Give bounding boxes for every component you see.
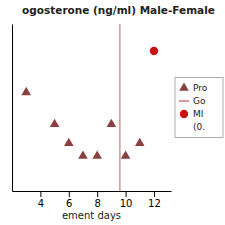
legend-label: (0. <box>193 122 205 132</box>
y-axis-line <box>12 25 13 192</box>
point <box>92 150 102 158</box>
legend-label: MI <box>193 109 203 119</box>
legend-label: Pro <box>193 83 208 93</box>
x-tick-label: 12 <box>148 198 161 209</box>
x-tick-mark <box>154 191 155 197</box>
vertical-line <box>119 24 120 191</box>
legend-swatch <box>179 82 189 90</box>
x-tick-label: 8 <box>94 198 100 209</box>
plot-area <box>21 24 158 191</box>
x-axis-line <box>13 191 172 192</box>
x-axis-title: ement days <box>62 210 121 221</box>
point <box>150 47 158 55</box>
x-tick: 8 <box>94 191 100 209</box>
x-tick: 12 <box>148 191 161 209</box>
x-tick-mark <box>69 191 70 197</box>
y-axis <box>12 25 13 192</box>
title: ogosterone (ng/ml) Male-Female <box>22 4 215 16</box>
x-tick-mark <box>126 191 127 197</box>
chart: 4 6 8 10 12 ogosterone (ng/ml) Male-Female eme… <box>0 0 225 225</box>
x-axis: 4 6 8 10 12 <box>13 191 172 209</box>
point <box>64 138 74 146</box>
point <box>50 119 60 127</box>
x-tick: 4 <box>38 191 44 209</box>
point <box>135 138 145 146</box>
x-tick-mark <box>97 191 98 197</box>
legend-label: Go <box>193 96 206 106</box>
x-tick-label: 4 <box>38 198 44 209</box>
legend-frame <box>175 78 223 138</box>
point <box>107 119 117 127</box>
x-tick-mark <box>40 191 41 197</box>
x-tick-label: 6 <box>66 198 72 209</box>
x-tick-label: 10 <box>120 198 133 209</box>
legend-swatch <box>180 110 188 118</box>
legend: Pro Go MI (0. <box>175 78 223 138</box>
legend-swatch <box>179 100 189 102</box>
x-tick: 10 <box>120 191 133 209</box>
point <box>121 150 131 158</box>
point <box>21 87 31 95</box>
point <box>78 150 88 158</box>
x-tick: 6 <box>66 191 72 209</box>
